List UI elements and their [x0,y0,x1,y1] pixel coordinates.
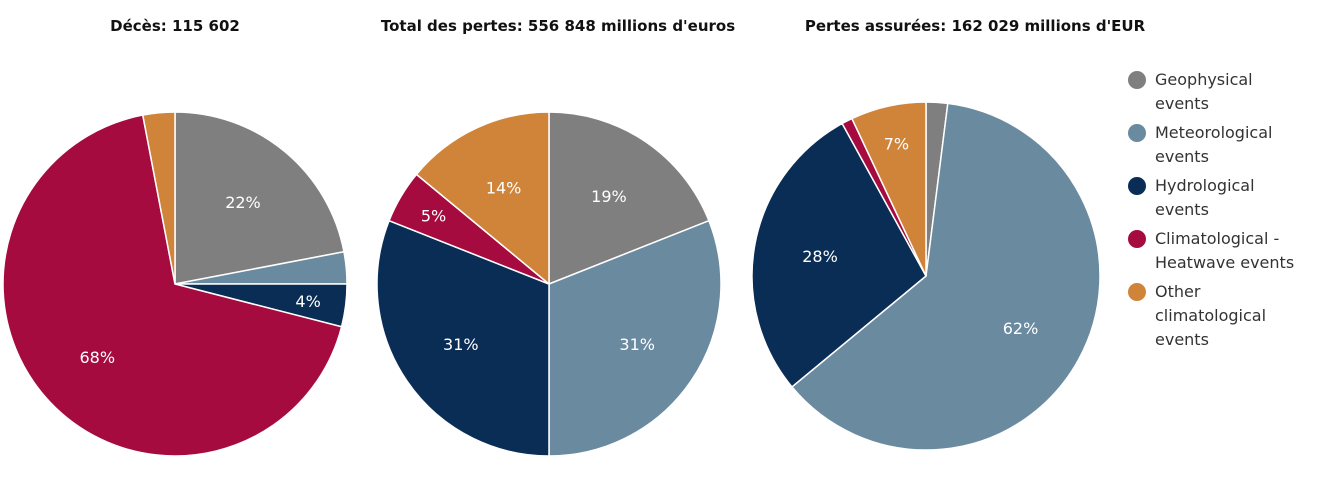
pie-slice [790,102,1101,451]
pie-slice [850,101,927,277]
pie-title-deces: Décès: 115 602 [110,17,240,35]
legend-item: Geophysical events [1128,68,1325,116]
legend-swatch [1128,177,1146,195]
pie-title-insured-losses: Pertes assurées: 162 029 millions d'EUR [804,17,1146,35]
pie-data-label: 7% [884,135,909,154]
pie-data-label: 31% [619,335,655,354]
legend-swatch [1128,71,1146,89]
legend-item: Meteorological events [1128,121,1325,169]
pie-data-label: 4% [295,292,320,311]
legend-item: Climatological - Heatwave events [1128,227,1325,275]
pie-data-label: 31% [443,335,479,354]
pie-data-label: 68% [79,348,115,367]
pie-slice [751,122,927,388]
pie-data-label: 5% [421,207,446,226]
pie-data-label: 14% [486,179,522,198]
legend-item: Hydrological events [1128,174,1325,222]
pie-data-label: 19% [591,187,627,206]
legend-swatch [1128,230,1146,248]
pie-title-total-losses: Total des pertes: 556 848 millions d'eur… [380,17,736,35]
legend-item: Other climatological events [1128,280,1325,352]
pie-slice [548,219,722,457]
pie-slice [548,111,710,286]
pie-data-label: 62% [1003,319,1039,338]
legend-swatch [1128,283,1146,301]
legend: Geophysical events Meteorological events… [1128,68,1325,357]
pie-slice [174,111,345,285]
legend-swatch [1128,124,1146,142]
pie-data-label: 28% [802,247,838,266]
pie-data-label: 22% [225,193,261,212]
pie-slice [2,114,343,457]
pie-slice [141,111,176,285]
pie-slice [376,219,550,457]
pie-slice [415,111,550,286]
